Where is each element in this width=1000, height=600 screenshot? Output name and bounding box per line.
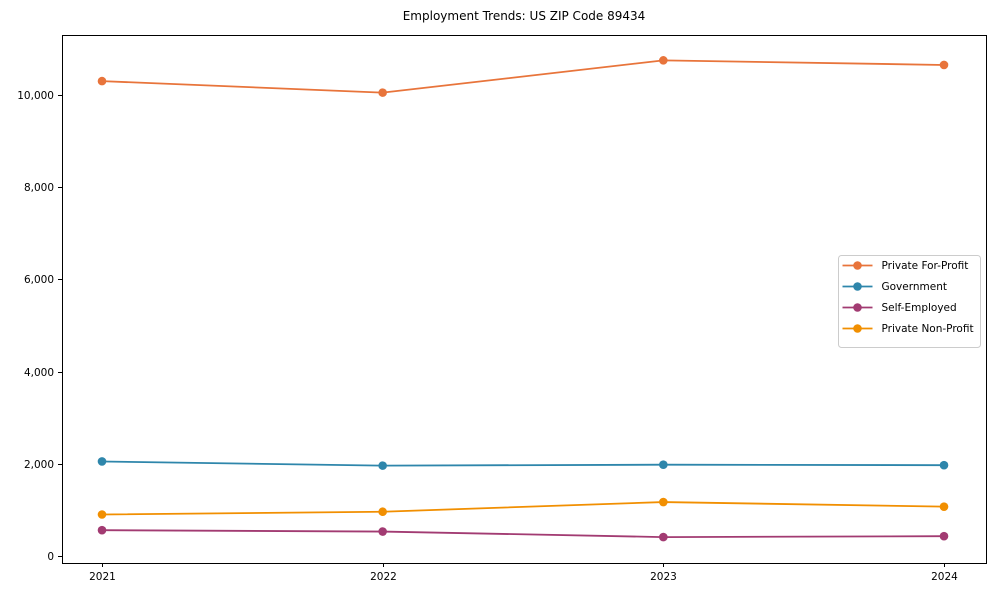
legend-marker [853, 282, 862, 291]
y-tick-label: 10,000 [17, 90, 54, 102]
series-marker [378, 527, 387, 536]
legend-label: Government [882, 281, 947, 293]
series-marker [378, 461, 387, 470]
series-marker [97, 457, 107, 466]
series-marker [939, 60, 949, 70]
series-marker [939, 460, 949, 470]
series-line [101, 529, 945, 538]
legend-label: Self-Employed [882, 302, 957, 314]
legend-marker [853, 303, 862, 312]
legend-marker [853, 324, 862, 333]
series-line [101, 460, 945, 467]
series-marker [378, 507, 387, 517]
y-tick-label: 8,000 [24, 182, 54, 194]
y-tick-label: 0 [47, 551, 54, 563]
x-tick-label: 2022 [370, 571, 397, 583]
x-tick-label: 2024 [931, 571, 958, 583]
legend-marker [853, 261, 862, 270]
series-line [101, 59, 945, 94]
series-marker [659, 56, 668, 65]
series-marker [97, 510, 107, 519]
legend-label: Private For-Profit [882, 260, 969, 272]
series-marker [378, 88, 387, 97]
y-tick-label: 6,000 [24, 274, 54, 286]
series-line [101, 501, 945, 516]
series-marker [659, 460, 668, 470]
y-tick-label: 2,000 [24, 459, 54, 471]
y-tick-label: 4,000 [24, 367, 54, 379]
x-tick-label: 2021 [89, 571, 116, 583]
legend-box [838, 255, 981, 348]
series-marker [939, 531, 949, 541]
series-marker [939, 502, 949, 511]
series-marker [659, 532, 668, 542]
legend-label: Private Non-Profit [882, 323, 974, 335]
series-marker [97, 525, 107, 535]
x-tick-label: 2023 [650, 571, 677, 583]
series-marker [659, 497, 668, 507]
chart-title: Employment Trends: US ZIP Code 89434 [402, 9, 646, 23]
series-marker [97, 76, 107, 86]
axes-box [62, 35, 987, 564]
